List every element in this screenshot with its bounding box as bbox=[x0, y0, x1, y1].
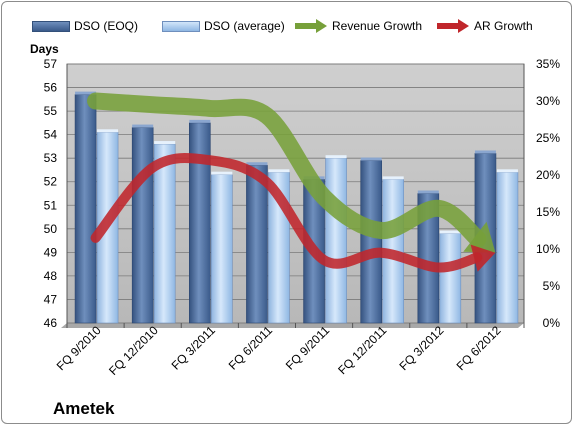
bar-top-dso-avg bbox=[439, 230, 461, 234]
bar-dso-avg bbox=[325, 157, 347, 324]
x-tick-label: FQ 6/2011 bbox=[226, 323, 276, 373]
bar-top-dso-avg bbox=[211, 171, 233, 175]
bar-top-dso-eoq bbox=[75, 91, 97, 95]
plot-floor bbox=[61, 323, 524, 328]
y-left-tick-label: 52 bbox=[44, 175, 58, 189]
x-tick-label: FQ 12/2011 bbox=[335, 323, 389, 377]
y-right-tick-label: 30% bbox=[536, 94, 560, 108]
y-axis-title: Days bbox=[30, 42, 59, 56]
bar-dso-eoq bbox=[74, 94, 97, 324]
x-tick-label: FQ 12/2010 bbox=[106, 323, 161, 378]
legend-item-revenue-growth: Revenue Growth bbox=[294, 16, 422, 36]
bar-dso-avg bbox=[153, 143, 176, 324]
bar-top-dso-avg bbox=[154, 141, 176, 145]
revenue-arrow-icon bbox=[295, 19, 327, 33]
legend: DSO (EOQ) DSO (average) Revenue Growth A… bbox=[32, 16, 571, 36]
y-right-tick-label: 35% bbox=[536, 57, 560, 71]
y-left-tick-label: 53 bbox=[44, 151, 58, 165]
bar-top-dso-eoq bbox=[246, 162, 268, 166]
y-right-tick-label: 10% bbox=[536, 242, 560, 256]
bar-dso-avg bbox=[496, 172, 519, 324]
bar-top-dso-eoq bbox=[474, 150, 496, 154]
bar-top-dso-avg bbox=[382, 176, 404, 180]
y-left-tick-label: 50 bbox=[44, 222, 58, 236]
bar-top-dso-eoq bbox=[189, 119, 211, 123]
bar-top-dso-eoq bbox=[132, 124, 154, 128]
bar-dso-avg bbox=[439, 233, 462, 324]
legend-label-revenue-growth: Revenue Growth bbox=[332, 19, 423, 33]
bar-top-dso-avg bbox=[496, 169, 518, 173]
legend-item-dso-eoq: DSO (EOQ) bbox=[32, 16, 138, 36]
legend-item-dso-avg: DSO (average) bbox=[162, 16, 285, 36]
y-left-tick-label: 48 bbox=[44, 269, 58, 283]
y-left-tick-label: 55 bbox=[44, 104, 58, 118]
y-left-tick-label: 51 bbox=[44, 198, 58, 212]
bar-dso-eoq bbox=[131, 127, 154, 324]
x-tick-label: FQ 6/2012 bbox=[454, 323, 504, 373]
bar-top-dso-avg bbox=[325, 155, 347, 159]
y-left-tick-label: 47 bbox=[44, 292, 58, 306]
bar-dso-avg bbox=[211, 174, 233, 324]
y-left-tick-label: 49 bbox=[44, 245, 58, 259]
company-label: Ametek bbox=[53, 399, 115, 418]
y-right-tick-label: 25% bbox=[536, 131, 560, 145]
bar-top-dso-eoq bbox=[417, 190, 439, 194]
plot-area: 46 47 48 49 50 51 52 53 54 55 56 57 0% 5% 10% 15% 20% 25%… bbox=[44, 57, 561, 378]
revenue-growth-line bbox=[87, 92, 487, 248]
bar-top-dso-eoq bbox=[360, 157, 382, 161]
legend-swatch-dso-avg bbox=[162, 20, 200, 32]
bar-dso-eoq bbox=[189, 122, 211, 324]
y-right-tick-label: 20% bbox=[536, 168, 560, 182]
bar-dso-eoq bbox=[246, 164, 268, 324]
x-tick-label: FQ 9/2011 bbox=[283, 323, 333, 373]
y-right-tick-label: 0% bbox=[543, 316, 561, 330]
legend-label-ar-growth: AR Growth bbox=[474, 19, 533, 33]
legend-label-dso-avg: DSO (average) bbox=[204, 19, 285, 33]
y-right-tick-label: 15% bbox=[536, 205, 560, 219]
y-left-tick-label: 56 bbox=[44, 81, 58, 95]
y-right-tick-label: 5% bbox=[543, 279, 561, 293]
y-left-tick-label: 57 bbox=[44, 57, 58, 71]
ar-arrow-icon bbox=[437, 19, 469, 33]
x-tick-label: FQ 9/2010 bbox=[54, 323, 104, 373]
legend-item-ar-growth: AR Growth bbox=[436, 16, 533, 36]
ar-growth-line bbox=[90, 153, 483, 273]
x-tick-label: FQ 3/2011 bbox=[169, 323, 219, 373]
y-left-tick-label: 54 bbox=[44, 128, 58, 142]
bar-top-dso-avg bbox=[97, 129, 119, 133]
y-left-tick-label: 46 bbox=[44, 316, 58, 330]
x-tick-label: FQ 3/2012 bbox=[396, 323, 446, 373]
bar-dso-eoq bbox=[360, 160, 382, 324]
ar-growth-arrowhead bbox=[470, 244, 496, 272]
legend-label-dso-eoq: DSO (EOQ) bbox=[74, 19, 139, 33]
legend-swatch-dso-eoq bbox=[32, 20, 70, 32]
bar-top-dso-avg bbox=[268, 169, 290, 173]
